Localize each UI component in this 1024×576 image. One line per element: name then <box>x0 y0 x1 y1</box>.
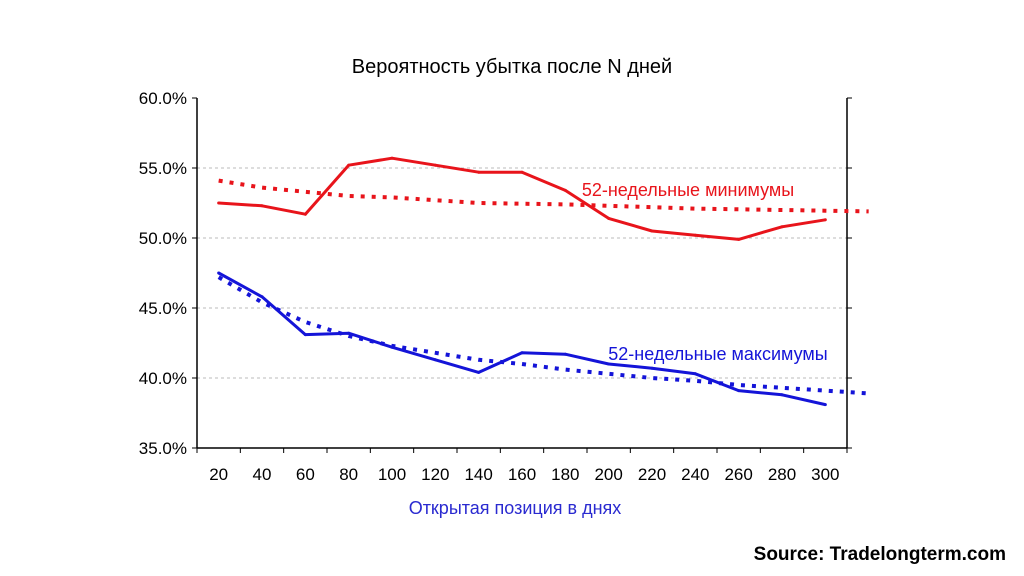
data-point <box>563 352 567 356</box>
x-tick-label: 280 <box>768 465 796 484</box>
x-tick-label: 40 <box>253 465 272 484</box>
x-tick-label: 140 <box>464 465 492 484</box>
data-point <box>780 393 784 397</box>
data-point <box>650 366 654 370</box>
chart-title: Вероятность убытка после N дней <box>351 56 673 78</box>
data-point <box>607 362 611 366</box>
data-point <box>737 389 741 393</box>
series-line-1 <box>217 271 826 407</box>
data-point <box>303 333 307 337</box>
data-point <box>347 331 351 335</box>
data-point <box>780 225 784 229</box>
x-tick-label: 160 <box>508 465 536 484</box>
trendline-0 <box>218 178 869 214</box>
y-tick-label: 60.0% <box>139 89 187 108</box>
data-point <box>650 229 654 233</box>
series-label: 52-недельные минимумы <box>582 180 794 200</box>
data-point <box>433 163 437 167</box>
x-tick-label: 60 <box>296 465 315 484</box>
data-point <box>693 233 697 237</box>
x-tick-label: 120 <box>421 465 449 484</box>
data-point <box>260 204 264 208</box>
data-point <box>607 216 611 220</box>
x-tick-label: 260 <box>724 465 752 484</box>
data-point <box>823 403 827 407</box>
x-axis-label: Открытая позиция в днях <box>408 498 622 518</box>
x-tick-label: 220 <box>638 465 666 484</box>
data-point <box>737 237 741 241</box>
data-point <box>217 271 221 275</box>
data-point <box>390 156 394 160</box>
data-point <box>433 358 437 362</box>
data-point <box>693 372 697 376</box>
x-tick-label: 300 <box>811 465 839 484</box>
data-point <box>563 188 567 192</box>
data-point <box>477 170 481 174</box>
data-point <box>390 345 394 349</box>
data-point <box>303 212 307 216</box>
x-tick-label: 100 <box>378 465 406 484</box>
y-tick-label: 50.0% <box>139 229 187 248</box>
data-point <box>520 170 524 174</box>
source-credit: Source: Tradelongterm.com <box>753 544 1006 565</box>
x-tick-label: 200 <box>594 465 622 484</box>
series-label: 52-недельные максимумы <box>608 344 827 364</box>
x-tick-label: 20 <box>209 465 228 484</box>
data-point <box>217 201 221 205</box>
y-tick-label: 35.0% <box>139 439 187 458</box>
data-point <box>823 218 827 222</box>
data-point <box>520 351 524 355</box>
y-tick-label: 40.0% <box>139 369 187 388</box>
x-tick-label: 180 <box>551 465 579 484</box>
data-point <box>260 295 264 299</box>
data-point <box>347 163 351 167</box>
x-tick-label: 240 <box>681 465 709 484</box>
y-tick-label: 55.0% <box>139 159 187 178</box>
x-tick-label: 80 <box>339 465 358 484</box>
data-point <box>477 370 481 374</box>
y-tick-label: 45.0% <box>139 299 187 318</box>
